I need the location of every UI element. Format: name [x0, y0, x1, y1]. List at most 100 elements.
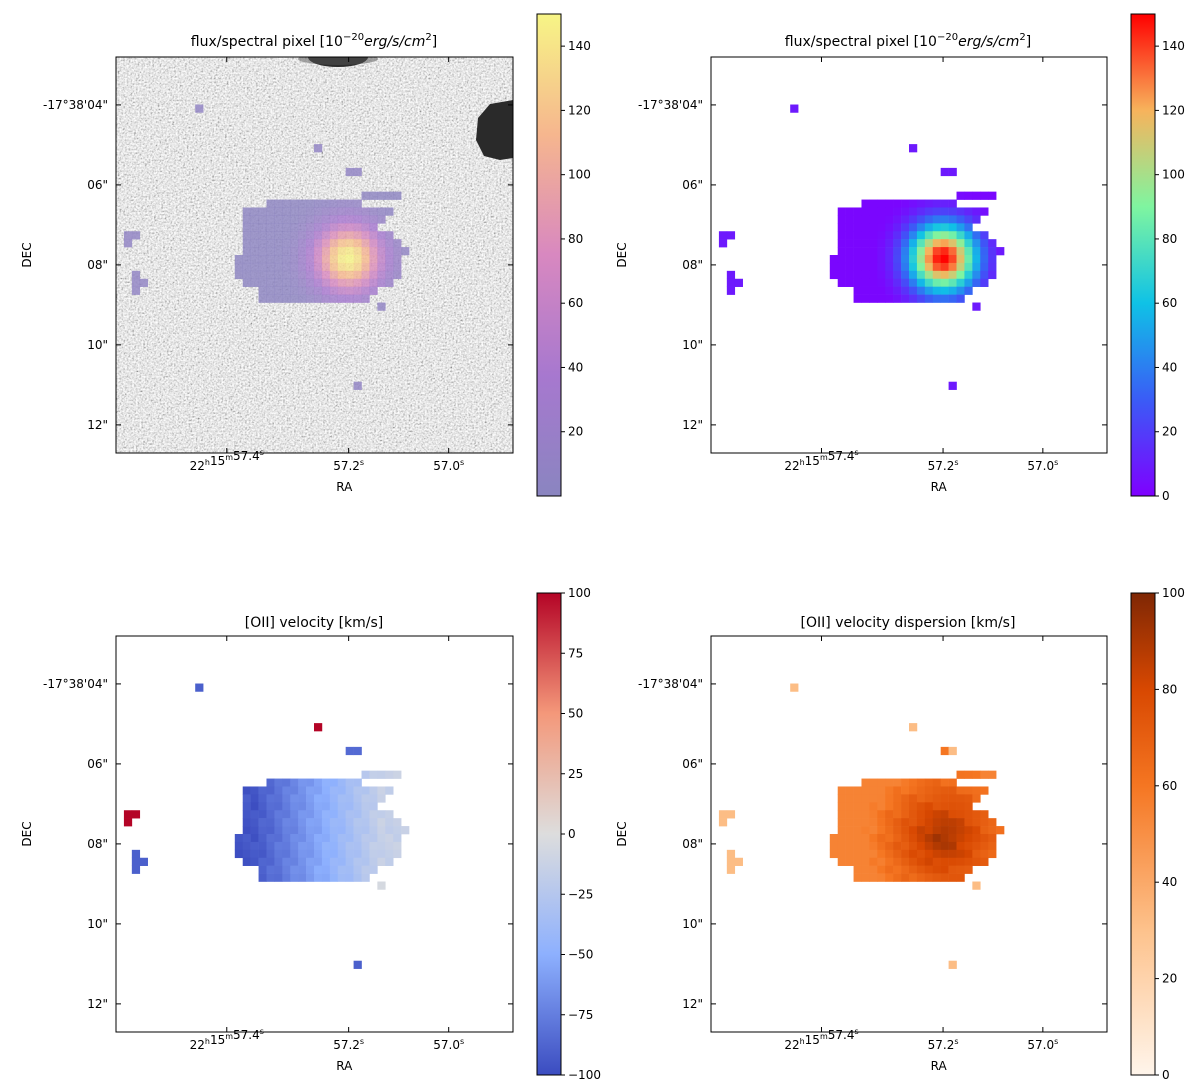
spaxel [932, 294, 941, 303]
spaxel [369, 841, 378, 851]
spaxel [329, 278, 339, 287]
spaxel [314, 873, 323, 882]
spaxel [948, 810, 957, 819]
spaxel [250, 794, 259, 803]
spaxel [306, 786, 315, 795]
spaxel [337, 841, 346, 851]
spaxel [282, 231, 291, 240]
spaxel [353, 239, 362, 248]
spaxel [877, 778, 886, 787]
spaxel [321, 834, 331, 843]
spaxel [321, 262, 331, 272]
x-tick-label: 22h15m57.4s [190, 448, 264, 473]
spaxel [369, 262, 378, 272]
spaxel [980, 247, 989, 256]
spaxel [956, 270, 965, 280]
spaxel [385, 191, 394, 200]
spaxel [964, 215, 973, 224]
spaxel [885, 865, 894, 874]
spaxel [337, 270, 346, 280]
spaxel [845, 834, 854, 843]
spaxel [131, 849, 141, 859]
spaxel [718, 810, 728, 819]
spaxel [290, 215, 299, 224]
spaxel [250, 255, 259, 264]
spaxel [980, 231, 989, 240]
spaxel [861, 873, 870, 882]
spaxel [242, 841, 251, 851]
spaxel [290, 223, 299, 232]
y-tick-label: -17°38'04" [638, 677, 703, 691]
spaxel [980, 834, 989, 843]
spaxel [282, 255, 291, 264]
spaxel [988, 818, 997, 827]
x-axis-label: RA [336, 480, 353, 494]
spaxel [901, 873, 910, 882]
spaxel [353, 794, 362, 803]
spaxel [369, 239, 378, 248]
spaxel [845, 247, 854, 256]
spaxel [964, 865, 973, 874]
spaxel [916, 873, 926, 882]
spaxel [877, 802, 886, 811]
spaxel [306, 857, 315, 866]
spaxel [329, 786, 339, 795]
spaxel [980, 857, 989, 866]
spaxel [385, 231, 394, 240]
spaxel [853, 849, 862, 859]
spaxel [139, 857, 148, 866]
spaxel [321, 231, 331, 240]
colorbar-tick-label: 80 [1162, 232, 1177, 246]
colorbar-tick-label: 60 [568, 296, 583, 310]
spaxel [869, 215, 878, 224]
colorbar-tick-label: 75 [568, 646, 583, 660]
spaxel [893, 247, 902, 256]
spaxel [869, 841, 878, 851]
spaxel [948, 255, 957, 264]
spaxel [314, 255, 323, 264]
spaxel [948, 849, 957, 859]
spaxel [337, 794, 346, 803]
spaxel [964, 818, 973, 827]
spaxel [877, 794, 886, 803]
spaxel [885, 849, 894, 859]
spaxel [290, 286, 299, 295]
spaxel [956, 873, 965, 882]
spaxel [369, 849, 378, 859]
spaxel [345, 786, 354, 795]
spaxel [242, 857, 251, 866]
spaxel [877, 849, 886, 859]
spaxel [345, 167, 354, 177]
spaxel [972, 247, 981, 256]
spaxel [266, 247, 275, 256]
x-tick-label: 22h15m57.4s [784, 1027, 858, 1052]
spaxel [932, 834, 941, 843]
spaxel [377, 770, 386, 779]
spaxel [956, 841, 965, 851]
spaxel [916, 786, 926, 795]
spaxel [290, 873, 299, 882]
spaxel [893, 223, 902, 232]
spaxel [385, 849, 394, 859]
spaxel [290, 865, 299, 874]
x-tick-label: 57.0s [1027, 1037, 1058, 1052]
spaxel [258, 857, 267, 866]
spaxel [377, 215, 386, 224]
spaxel [901, 247, 910, 256]
spaxel [948, 873, 957, 882]
colorbar [537, 593, 561, 1075]
spaxel [329, 199, 339, 208]
spaxel [916, 207, 926, 216]
spaxel [924, 231, 934, 240]
spaxel [972, 834, 981, 843]
spaxel [250, 239, 259, 248]
spaxel [345, 270, 354, 280]
spaxel [901, 826, 910, 835]
spaxel [377, 255, 386, 264]
spaxel [861, 262, 870, 272]
spaxel [266, 841, 275, 851]
spaxel [845, 215, 854, 224]
spaxel [972, 255, 981, 264]
spaxel [250, 231, 259, 240]
y-tick-label: 06" [87, 757, 108, 771]
